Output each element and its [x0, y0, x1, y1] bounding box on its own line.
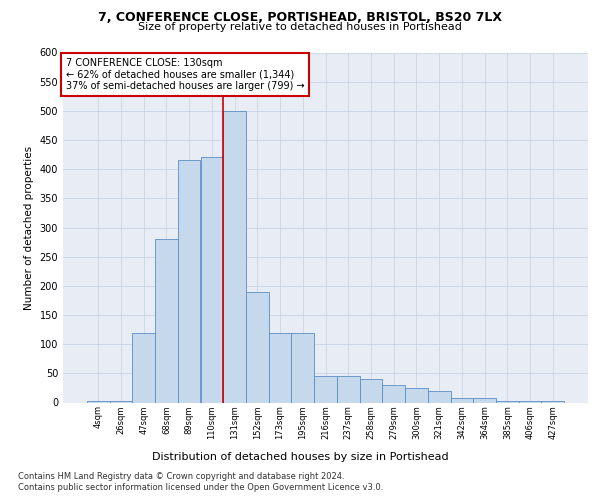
Bar	[382, 385, 405, 402]
Text: Distribution of detached houses by size in Portishead: Distribution of detached houses by size …	[152, 452, 448, 462]
Text: Contains HM Land Registry data © Crown copyright and database right 2024.: Contains HM Land Registry data © Crown c…	[18, 472, 344, 481]
Bar	[451, 398, 473, 402]
Bar	[178, 160, 200, 402]
Text: 7, CONFERENCE CLOSE, PORTISHEAD, BRISTOL, BS20 7LX: 7, CONFERENCE CLOSE, PORTISHEAD, BRISTOL…	[98, 11, 502, 24]
Text: Contains public sector information licensed under the Open Government Licence v3: Contains public sector information licen…	[18, 483, 383, 492]
Bar	[405, 388, 428, 402]
Bar	[337, 376, 359, 402]
Bar	[496, 401, 518, 402]
Text: 7 CONFERENCE CLOSE: 130sqm
← 62% of detached houses are smaller (1,344)
37% of s: 7 CONFERENCE CLOSE: 130sqm ← 62% of deta…	[65, 58, 304, 91]
Bar	[292, 332, 314, 402]
Bar	[541, 401, 564, 402]
Bar	[359, 379, 382, 402]
Bar	[155, 239, 178, 402]
Bar	[518, 401, 541, 402]
Bar	[428, 391, 451, 402]
Bar	[473, 398, 496, 402]
Bar	[246, 292, 269, 403]
Bar	[133, 332, 155, 402]
Bar	[269, 332, 292, 402]
Y-axis label: Number of detached properties: Number of detached properties	[24, 146, 34, 310]
Bar	[200, 158, 223, 402]
Text: Size of property relative to detached houses in Portishead: Size of property relative to detached ho…	[138, 22, 462, 32]
Bar	[223, 111, 246, 403]
Bar	[314, 376, 337, 402]
